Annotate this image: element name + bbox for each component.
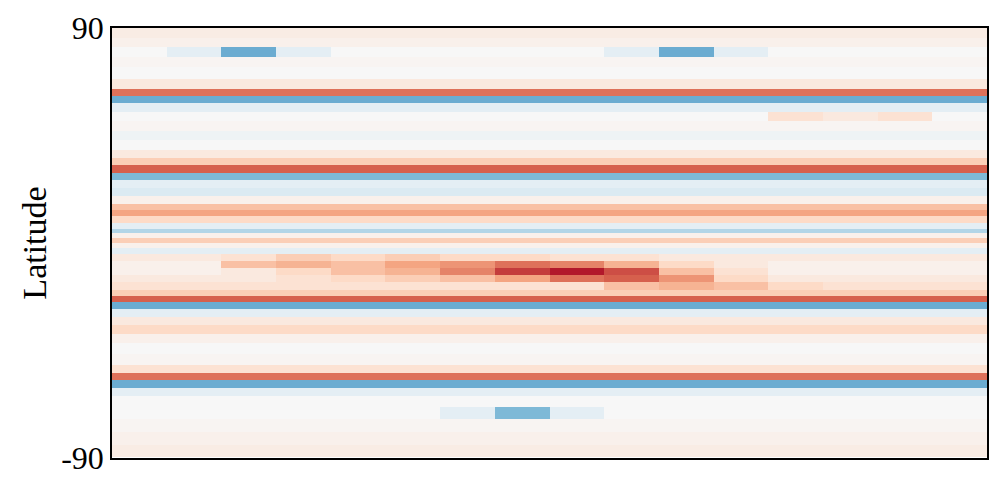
svg-text:Latitude: Latitude bbox=[16, 186, 53, 299]
svg-text:-90: -90 bbox=[61, 440, 104, 476]
svg-text:90: 90 bbox=[72, 10, 104, 46]
